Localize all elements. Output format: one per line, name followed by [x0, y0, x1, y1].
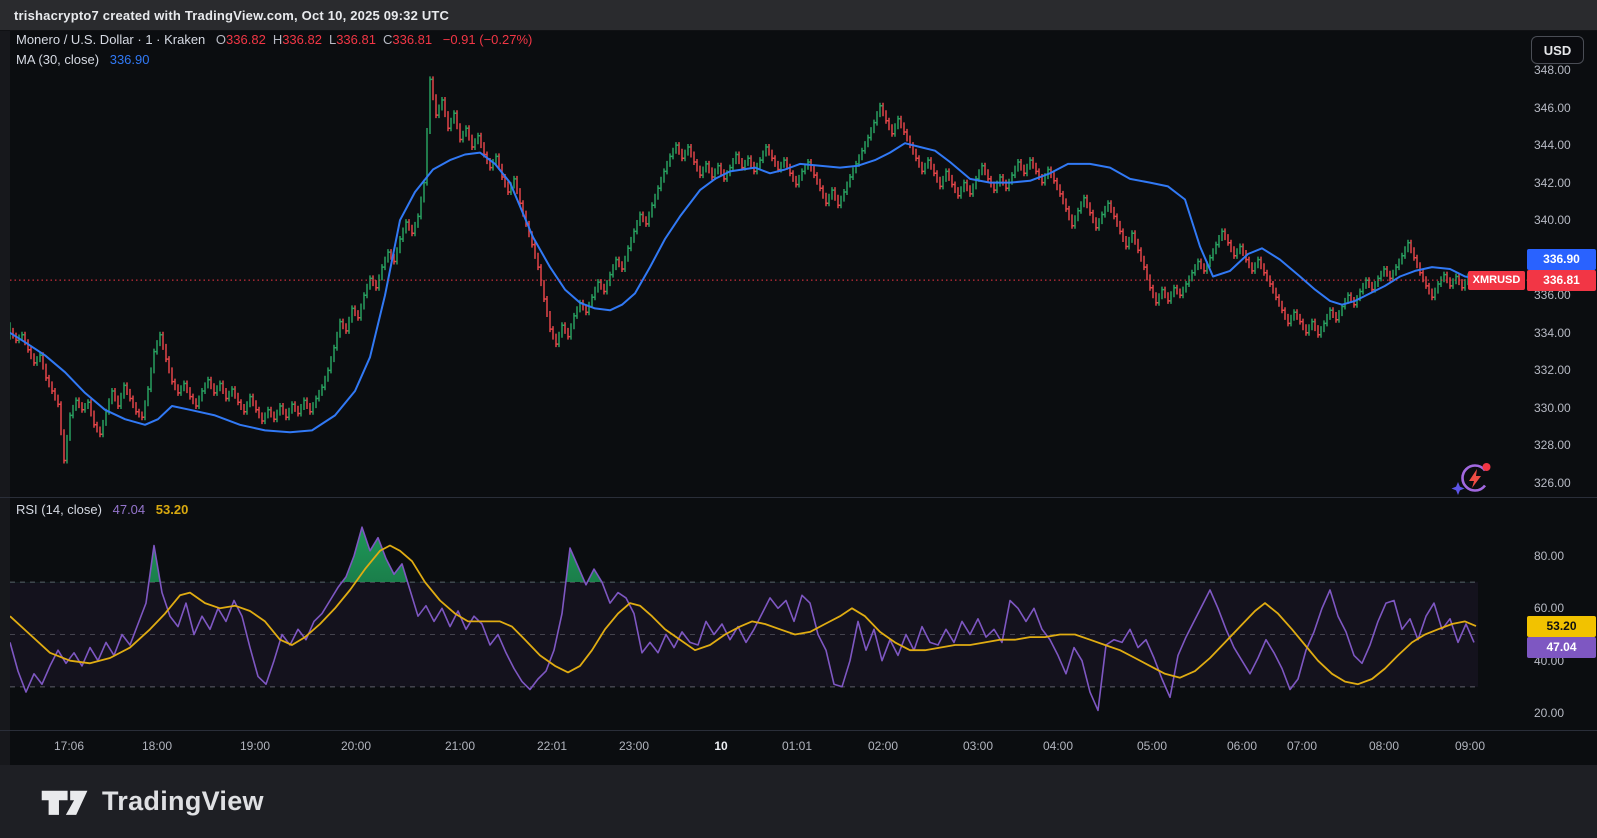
attribution-bar: trishacrypto7 created with TradingView.c… [0, 0, 1597, 31]
time-axis-tick: 21:00 [444, 739, 476, 753]
lightning-bolt-icon [1469, 469, 1481, 488]
last-price-label: 336.81 [1527, 269, 1596, 291]
star-sparkle-icon [1451, 482, 1465, 495]
rsi-value-label: 47.04 [1527, 636, 1596, 658]
price-axis-label: 348.00 [1534, 63, 1571, 77]
time-axis-tick: 02:00 [867, 739, 899, 753]
price-axis-label: 326.00 [1534, 476, 1571, 490]
rsi-legend-label[interactable]: RSI (14, close) [16, 502, 102, 517]
ohlc-item: L336.81 [328, 32, 376, 47]
price-axis-label: 336.00 [1534, 288, 1571, 303]
price-axis-label: 330.00 [1534, 400, 1571, 415]
time-axis-tick: 17:06 [53, 739, 85, 753]
price-axis-label: 346.00 [1534, 100, 1571, 115]
time-axis-tick: 08:00 [1368, 739, 1400, 753]
left-gutter [0, 30, 10, 765]
symbol-tag: XMRUSD [1468, 270, 1525, 290]
pane-separator[interactable] [0, 497, 1597, 498]
time-axis-tick: 22:01 [536, 739, 568, 753]
currency-toggle-button[interactable]: USD [1531, 36, 1584, 64]
notification-dot [1482, 463, 1491, 471]
ohlc-item: O336.82 [215, 32, 266, 47]
rsi-ma-legend-value: 53.20 [155, 502, 189, 517]
time-axis-tick: 07:00 [1286, 739, 1318, 753]
ma-legend-value: 336.90 [109, 52, 150, 67]
price-axis-label: 328.00 [1534, 438, 1571, 453]
time-axis-tick: 19:00 [239, 739, 271, 753]
ohlc-item: C336.81 [382, 32, 433, 47]
footer-bar: TradingView [0, 765, 1597, 838]
time-axis-tick: 18:00 [141, 739, 173, 753]
time-axis-tick: 01:01 [781, 739, 813, 753]
rsi-axis-label: 20.00 [1534, 706, 1565, 720]
rsi-legend-value: 47.04 [112, 502, 146, 517]
tradingview-logo-text: TradingView [102, 786, 264, 816]
rsi-axis-label: 80.00 [1534, 549, 1565, 563]
time-axis-tick: 10 [714, 739, 728, 753]
time-axis-tick: 06:00 [1226, 739, 1258, 753]
supercharts-sparkle-icon[interactable] [1448, 458, 1500, 498]
time-axis-tick: 09:00 [1454, 739, 1486, 753]
sparkle-circle [1461, 464, 1489, 492]
price-axis-label: 334.00 [1534, 325, 1571, 340]
tradingview-logo[interactable]: TradingView [40, 785, 264, 819]
ohlc-values: O336.82 H336.82 L336.81 C336.81 [209, 32, 432, 47]
time-axis-tick: 04:00 [1042, 739, 1074, 753]
change-value: −0.91 (−0.27%) [442, 32, 533, 47]
rsi-legend: RSI (14, close) 47.04 53.20 [16, 502, 188, 517]
price-axis-label: 332.00 [1534, 363, 1571, 378]
rsi-ma-value-label: 53.20 [1527, 615, 1596, 637]
time-axis-tick: 03:00 [962, 739, 994, 753]
attribution-text: trishacrypto7 created with TradingView.c… [14, 7, 450, 23]
time-axis-tick: 23:00 [618, 739, 650, 753]
ma-legend: MA (30, close) 336.90 [16, 52, 149, 67]
ma-price-label: 336.90 [1527, 248, 1596, 270]
symbol-title[interactable]: Monero / U.S. Dollar · 1 · Kraken [16, 32, 206, 47]
price-axis-label: 344.00 [1534, 138, 1571, 153]
time-axis-tick: 05:00 [1136, 739, 1168, 753]
price-axis-label: 342.00 [1534, 175, 1571, 190]
price-legend: Monero / U.S. Dollar · 1 · Kraken O336.8… [16, 32, 532, 47]
ohlc-item: H336.82 [272, 32, 322, 47]
time-axis-tick: 20:00 [340, 739, 372, 753]
price-axis-label: 340.00 [1534, 213, 1571, 228]
time-axis-separator [0, 730, 1597, 731]
ma-legend-label[interactable]: MA (30, close) [16, 52, 100, 67]
tradingview-logo-icon [41, 790, 88, 815]
rsi-axis-label: 60.00 [1534, 601, 1565, 616]
